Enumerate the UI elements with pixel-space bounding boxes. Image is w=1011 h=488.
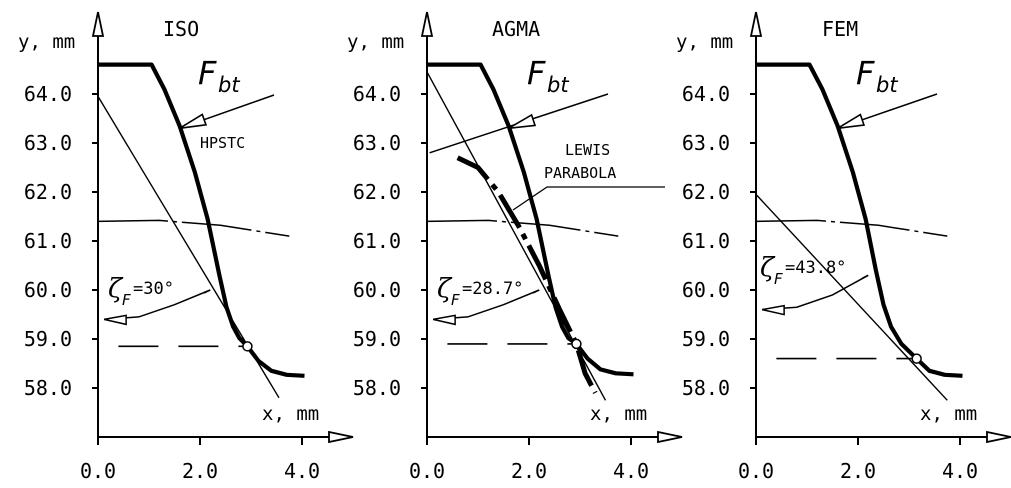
y-tick-label: 58.0	[24, 376, 72, 400]
x-tick-label: 2.0	[511, 459, 547, 483]
force-arrow-icon	[508, 113, 537, 130]
y-tick-label: 63.0	[682, 131, 730, 155]
angle-label-symbol: ζ	[108, 274, 124, 304]
panel-title: FEM	[822, 17, 858, 41]
angle-label-value: =43.8°	[785, 258, 846, 278]
y-axis-label: y, mm	[347, 31, 404, 53]
angle-label-value: =28.7°	[462, 279, 523, 299]
force-arrow-icon	[837, 113, 866, 130]
angle-label-symbol: ζ	[437, 274, 453, 304]
panel-title: ISO	[163, 17, 199, 41]
angle-arrow-icon	[103, 314, 127, 326]
x-tick-label: 4.0	[284, 459, 320, 483]
note-label-2: PARABOLA	[544, 164, 616, 182]
x-tick-label: 4.0	[942, 459, 978, 483]
y-tick-label: 62.0	[682, 180, 730, 204]
x-tick-label: 0.0	[738, 459, 774, 483]
lewis-parabola	[456, 155, 598, 395]
x-tick-label: 2.0	[182, 459, 218, 483]
fem-panel: FEM y, mm x, mm 64.0 63.0 62.0 61.0 60.0 59.0…	[676, 11, 1011, 483]
y-tick-label: 60.0	[353, 278, 401, 302]
force-label-sub: bt	[218, 73, 240, 97]
force-arrow-icon	[179, 113, 208, 130]
x-tick-label: 0.0	[409, 459, 445, 483]
critical-point-marker	[242, 341, 253, 352]
y-tick-label: 60.0	[682, 278, 730, 302]
angle-arc-end	[203, 289, 211, 294]
y-tick-label: 60.0	[24, 278, 72, 302]
y-tick-label: 61.0	[353, 229, 401, 253]
force-label-sub: bt	[547, 73, 569, 97]
y-tick-label: 62.0	[24, 180, 72, 204]
critical-point-marker	[911, 353, 922, 364]
force-label: F	[856, 54, 875, 92]
critical-point-marker	[571, 338, 582, 350]
y-axis-label: y, mm	[676, 31, 733, 53]
x-tick-label: 2.0	[840, 459, 876, 483]
tooth-profile	[98, 62, 305, 378]
y-tick-label: 64.0	[24, 82, 72, 106]
y-tick-label: 63.0	[353, 131, 401, 155]
angle-label-value: =30°	[133, 279, 174, 299]
y-tick-label: 64.0	[682, 82, 730, 106]
angle-label-sub: F	[122, 291, 131, 309]
x-axis-label: x, mm	[590, 403, 647, 425]
parabola-leader	[512, 186, 665, 211]
x-axis-arrow-icon	[986, 430, 1011, 444]
tooth-profile	[756, 62, 963, 378]
angle-arc-end	[532, 289, 540, 294]
y-tick-label: 59.0	[682, 327, 730, 351]
x-tick-label: 4.0	[613, 459, 649, 483]
y-tick-label: 59.0	[24, 327, 72, 351]
tooth-profile	[427, 62, 634, 377]
force-label: F	[198, 54, 217, 92]
y-tick-label: 61.0	[682, 229, 730, 253]
y-tick-label: 64.0	[353, 82, 401, 106]
y-tick-label: 63.0	[24, 131, 72, 155]
y-axis-label: y, mm	[18, 31, 75, 53]
note-label: HPSTC	[200, 134, 245, 152]
arc-line	[755, 219, 948, 237]
iso-panel: ISO y, mm x, mm HPSTC 64.0 63.0 62.0 61.0 60…	[18, 11, 354, 483]
x-axis-label: x, mm	[920, 403, 977, 425]
y-axis-arrow-icon	[91, 11, 105, 37]
agma-panel: AGMA y, mm x, mm LEWIS PARABOLA 64.0 63.0…	[347, 11, 683, 483]
arc-line	[426, 219, 619, 237]
x-axis-arrow-icon	[328, 430, 354, 444]
y-tick-label: 59.0	[353, 327, 401, 351]
force-label: F	[527, 54, 546, 92]
angle-label-sub: F	[451, 291, 460, 309]
angle-arrow-icon	[761, 304, 785, 316]
tangent-line	[755, 193, 948, 401]
arc-line	[97, 219, 290, 237]
x-tick-label: 0.0	[80, 459, 116, 483]
angle-label-sub: F	[774, 270, 783, 288]
y-tick-label: 62.0	[353, 180, 401, 204]
force-label-sub: bt	[876, 73, 898, 97]
angle-label-symbol: ζ	[760, 253, 776, 283]
y-tick-label: 58.0	[682, 376, 730, 400]
y-tick-label: 58.0	[353, 376, 401, 400]
note-label: LEWIS	[565, 141, 610, 159]
panel-title: AGMA	[492, 17, 540, 41]
y-axis-arrow-icon	[420, 11, 434, 37]
angle-arc-end	[861, 274, 869, 279]
y-tick-label: 61.0	[24, 229, 72, 253]
x-axis-arrow-icon	[657, 430, 683, 444]
angle-arrow-icon	[432, 314, 456, 326]
y-axis-arrow-icon	[749, 11, 763, 37]
x-axis-label: x, mm	[262, 403, 319, 425]
